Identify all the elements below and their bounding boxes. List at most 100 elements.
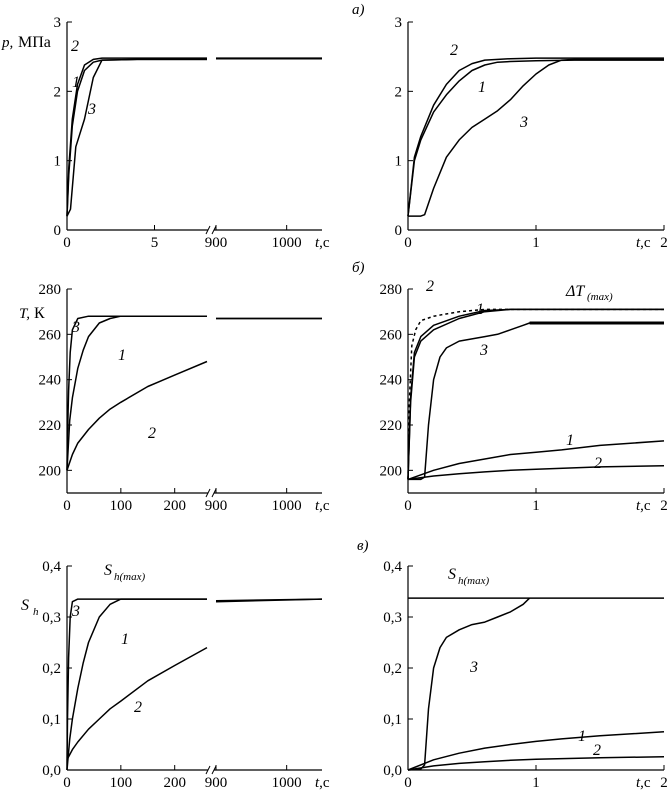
- svg-text:МПа: МПа: [18, 34, 51, 51]
- x-tick-label: 200: [163, 775, 186, 791]
- x-tick-label: 2: [660, 498, 668, 514]
- chart-T-left: 200 220 240 260 280 0 100 200 900 1000 t,с 1 2 3: [39, 282, 330, 514]
- x-tick-label: 2: [660, 775, 668, 791]
- x-tick-label: 1000: [272, 235, 302, 251]
- curve-label-2: 2: [450, 42, 458, 59]
- curve-label-1: 1: [72, 74, 80, 91]
- panel-label-b: б): [352, 260, 365, 276]
- curve-label-1: 1: [566, 432, 574, 449]
- x-axis-label: t,с: [315, 498, 330, 514]
- x-tick-label: 0: [63, 775, 71, 791]
- curve-label-3: 3: [87, 101, 96, 118]
- svg-text:К: К: [34, 305, 45, 322]
- series-line-3: [66, 598, 207, 771]
- curve-label-2: 2: [594, 455, 602, 472]
- series-line-1: [66, 58, 207, 217]
- series-line-2: [66, 57, 207, 217]
- y-tick-label: 1: [395, 154, 403, 170]
- x-tick-label: 1: [532, 235, 540, 251]
- y-tick-label: 220: [380, 418, 403, 434]
- y-tick-label: 0,3: [383, 610, 402, 626]
- y-tick-label: 0,4: [42, 559, 61, 575]
- curve-label-1: 1: [118, 347, 126, 364]
- series-line-2: [407, 465, 665, 481]
- axis-break-gap: [208, 489, 214, 497]
- series-line-1: [407, 440, 665, 481]
- svg-text:S: S: [448, 566, 456, 583]
- y-tick-label: 260: [380, 327, 403, 343]
- curve-label-1: 1: [121, 631, 129, 648]
- series-line-2: [407, 57, 664, 217]
- axis-break-gap: [208, 226, 214, 234]
- svg-text:h: h: [33, 606, 39, 618]
- y-tick-label: 0,1: [383, 712, 402, 728]
- svg-text:h(max): h(max): [114, 571, 145, 583]
- axis-break-mark: [211, 765, 217, 775]
- y-tick-label: 0: [54, 223, 62, 239]
- series-line-2: [66, 360, 208, 471]
- x-axis-label: t,с: [636, 775, 651, 791]
- series-line-3: [66, 315, 207, 471]
- svg-text:S: S: [21, 597, 29, 614]
- x-tick-label: 900: [205, 775, 228, 791]
- svg-text:ΔT: ΔT: [565, 283, 585, 300]
- x-tick-label: 0: [404, 775, 412, 791]
- ylabel-T: T, К: [19, 305, 45, 322]
- series-line-1: [66, 598, 207, 771]
- y-tick-label: 1: [54, 154, 62, 170]
- series-line-1: [407, 59, 664, 217]
- x-tick-label: 2: [660, 235, 668, 251]
- y-tick-label: 2: [54, 84, 62, 100]
- x-tick-label: 5: [151, 235, 159, 251]
- axis-break-gap: [208, 766, 214, 774]
- curve-label-3: 3: [519, 114, 528, 131]
- series-line-3: [408, 322, 664, 481]
- x-axis-label: t,с: [636, 498, 651, 514]
- series-line-1: [407, 308, 664, 480]
- curve-label-1: 1: [478, 79, 486, 96]
- annotation-dTmax: ΔT (max): [565, 283, 613, 303]
- chart-T-right: 200 220 240 260 280 0 1 2 t,с 1 2 3 1 2: [380, 278, 668, 514]
- curve-label-3: 3: [71, 319, 80, 336]
- y-tick-label: 0,1: [42, 712, 61, 728]
- y-tick-label: 280: [380, 282, 403, 298]
- curve-label-1: 1: [578, 728, 586, 745]
- y-tick-label: 0,0: [42, 763, 61, 779]
- panel-label-c: в): [357, 538, 369, 554]
- y-tick-label: 200: [39, 463, 62, 479]
- curve-label-1: 1: [476, 301, 484, 318]
- curve-label-2: 2: [71, 38, 79, 55]
- y-tick-label: 260: [39, 327, 62, 343]
- x-tick-label: 100: [110, 498, 133, 514]
- y-tick-label: 0,4: [383, 559, 402, 575]
- x-tick-label: 900: [205, 235, 228, 251]
- series-line-2: [407, 308, 664, 480]
- series-line-dashed: [407, 308, 664, 480]
- curve-label-3: 3: [469, 659, 478, 676]
- x-tick-label: 0: [404, 498, 412, 514]
- axis-break-mark: [205, 765, 211, 775]
- y-tick-label: 3: [395, 15, 403, 31]
- y-tick-label: 240: [380, 373, 403, 389]
- curve-label-3: 3: [479, 342, 488, 359]
- x-tick-label: 0: [63, 235, 71, 251]
- y-tick-label: 0,0: [383, 763, 402, 779]
- x-tick-label: 1000: [272, 775, 302, 791]
- axis-break-mark: [211, 488, 217, 498]
- y-tick-label: 3: [54, 15, 62, 31]
- axis-break-mark: [205, 488, 211, 498]
- svg-text:p,: p,: [1, 35, 13, 51]
- x-axis-label: t,с: [315, 235, 330, 251]
- ylabel-p: p, МПа: [1, 34, 51, 51]
- chart-S-left: 0,0 0,1 0,2 0,3 0,4 0 100 200 900 1000 t,с 1 2 3: [42, 559, 330, 791]
- axis-break-mark: [205, 225, 211, 235]
- curve-label-3: 3: [71, 603, 80, 620]
- curve-label-2: 2: [593, 742, 601, 759]
- series-line-3: [66, 58, 207, 217]
- y-tick-label: 0: [395, 223, 403, 239]
- x-axis-label: t,с: [315, 775, 330, 791]
- y-tick-label: 0,3: [42, 610, 61, 626]
- y-tick-label: 220: [39, 418, 62, 434]
